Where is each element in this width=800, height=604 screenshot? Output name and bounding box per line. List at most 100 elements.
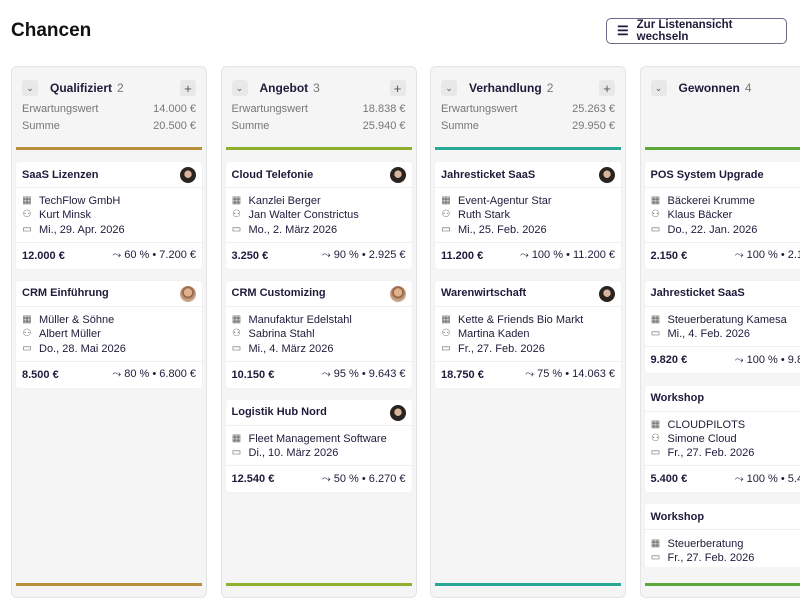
building-icon: ▦	[441, 195, 451, 207]
trend-icon: ⤳	[112, 368, 125, 381]
deal-contact: ⚇ Albert Müller	[22, 327, 196, 341]
deal-title-text: POS System Upgrade	[650, 168, 764, 181]
calendar-icon: ▭	[231, 223, 242, 235]
deal-details: ▦ TechFlow GmbH ⚇ Kurt Minsk ▭ Mi., 29. Apr. …	[16, 188, 202, 243]
deal-contact: ⚇ Simone Cloud	[651, 432, 800, 446]
deal-date: ▭ Do., 28. Mai 2026	[22, 341, 196, 355]
deal-title[interactable]: Workshop	[644, 504, 800, 531]
expected-value-row: Erwartungswert 14.000 €	[22, 103, 196, 115]
deal-date: ▭ Fr., 27. Feb. 2026	[651, 551, 800, 565]
deal-title[interactable]: CRM Einführung	[16, 281, 202, 307]
deal-title-text: CRM Einführung	[22, 287, 109, 300]
deal-company: ▦ CLOUDPILOTS	[651, 418, 800, 432]
deal-company-text: TechFlow GmbH	[39, 195, 121, 208]
deal-date-text: Fr., 27. Feb. 2026	[458, 342, 545, 355]
deal-card[interactable]: Logistik Hub Nord ▦ Fleet Management Softw…	[225, 399, 412, 493]
collapse-chevron-icon[interactable]: ⌄	[231, 80, 248, 96]
deal-title[interactable]: Jahresticket SaaS	[435, 162, 621, 188]
deal-date-text: Mi., 25. Feb. 2026	[458, 223, 547, 236]
deal-title[interactable]: SaaS Lizenzen	[16, 162, 202, 188]
kanban-column: ⌄ Qualifiziert 2 + Erwartungswert 14.000 € Sum…	[11, 66, 207, 598]
column-color-bar	[644, 147, 800, 150]
deal-title[interactable]: Warenwirtschaft	[435, 281, 621, 307]
calendar-icon: ▭	[441, 342, 451, 354]
deal-contact: ⚇ Klaus Bäcker	[651, 208, 800, 222]
deal-company-text: Steuerberatung	[667, 537, 744, 550]
trend-icon: ⤳	[734, 353, 747, 366]
person-icon: ⚇	[232, 209, 241, 221]
expected-value-row: Erwartungswert 25.263 €	[441, 103, 615, 115]
deal-date: ▭ Do., 22. Jan. 2026	[651, 223, 800, 237]
deal-footer: 10.150 € ⤳ 95 % • 9.643 €	[226, 362, 412, 388]
deal-date-text: Mi., 4. März 2026	[248, 342, 334, 355]
deal-company: ▦ Manufaktur Edelstahl	[232, 313, 406, 327]
add-deal-button[interactable]: +	[599, 80, 615, 96]
weighted-value: 11.200 €	[572, 249, 615, 262]
deal-probability: ⤳ 95 % • 9.643 €	[321, 368, 406, 381]
add-deal-button[interactable]: +	[389, 80, 406, 96]
probability-value: 50 %	[333, 472, 359, 485]
deal-title-text: Jahresticket SaaS	[441, 168, 536, 181]
column-color-bar-bottom	[644, 583, 800, 586]
deal-details: ▦ Steuerberatung ▭ Fr., 27. Feb. 2026	[644, 530, 800, 571]
deal-card[interactable]: Warenwirtschaft ▦ Kette & Friends Bio Mark…	[435, 280, 621, 388]
collapse-chevron-icon[interactable]: ⌄	[650, 80, 667, 96]
deal-footer: 8.500 € ⤳ 80 % • 6.800 €	[16, 362, 202, 388]
deal-company: ▦ Steuerberatung Kamesa	[651, 313, 800, 327]
probability-value: 90 %	[333, 249, 359, 262]
deal-card[interactable]: Cloud Telefonie ▦ Kanzlei Berger ⚇ Jan Walte…	[225, 162, 412, 269]
deal-contact-text: Jan Walter Constrictus	[248, 209, 359, 222]
deal-title[interactable]: Jahresticket SaaS	[644, 281, 800, 307]
list-view-button[interactable]: ☰ Zur Listenansicht wechseln	[606, 18, 787, 44]
deal-card[interactable]: POS System Upgrade ▦ Bäckerei Krumme ⚇ Klaus…	[644, 162, 800, 269]
deal-company: ▦ TechFlow GmbH	[22, 194, 196, 208]
deal-probability: ⤳ 50 % • 6.270 €	[321, 472, 406, 485]
deal-card[interactable]: CRM Einführung ▦ Müller & Söhne ⚇ Albert Mül…	[16, 280, 202, 388]
deal-amount: 3.250 €	[231, 249, 269, 262]
sum-value: 29.950 €	[572, 120, 615, 132]
deal-card[interactable]: SaaS Lizenzen ▦ TechFlow GmbH ⚇ Kurt Minsk ▭ M…	[16, 162, 202, 269]
deal-card[interactable]: CRM Customizing ▦ Manufaktur Edelstahl ⚇ Sab…	[225, 280, 412, 388]
deal-title[interactable]: Workshop	[644, 386, 800, 412]
deal-footer: 12.540 € ⤳ 50 % • 6.270 €	[226, 466, 412, 492]
deal-card[interactable]: Jahresticket SaaS ▦ Event-Agentur Star ⚇ Rut…	[435, 162, 621, 269]
page-title: Chancen	[11, 20, 92, 41]
deal-company: ▦ Bäckerei Krumme	[651, 194, 800, 208]
deal-contact-text: Simone Cloud	[667, 432, 737, 445]
deal-card[interactable]: Workshop ▦ CLOUDPILOTS ⚇ Simone Cloud ▭ Fr., 2…	[644, 385, 800, 493]
deal-card[interactable]: Workshop ▦ Steuerberatung ▭ Fr., 27. Feb. 20…	[644, 504, 800, 571]
deal-contact-text: Kurt Minsk	[39, 209, 91, 222]
column-footer-area	[640, 567, 800, 583]
deal-company-text: Steuerberatung Kamesa	[667, 314, 787, 327]
deal-title[interactable]: CRM Customizing	[225, 281, 412, 307]
deal-card[interactable]: Jahresticket SaaS ▦ Steuerberatung Kamesa ▭…	[644, 280, 800, 374]
deal-company-text: Kette & Friends Bio Markt	[458, 314, 584, 327]
owner-avatar	[389, 167, 406, 183]
deal-date-text: Di., 10. März 2026	[248, 447, 339, 460]
column-header: ⌄ Verhandlung 2 +	[441, 78, 615, 98]
add-deal-button[interactable]: +	[180, 80, 196, 96]
deal-amount: 9.820 €	[650, 354, 688, 367]
trend-icon: ⤳	[321, 472, 334, 485]
deal-title[interactable]: Logistik Hub Nord	[225, 400, 412, 426]
deal-details: ▦ Fleet Management Software ▭ Di., 10. März…	[225, 426, 412, 467]
weighted-value: 14.063 €	[572, 368, 615, 381]
deal-contact: ⚇ Kurt Minsk	[22, 208, 196, 222]
building-icon: ▦	[650, 418, 661, 430]
building-icon: ▦	[231, 432, 242, 444]
deal-date: ▭ Mo., 2. März 2026	[232, 223, 406, 237]
trend-icon: ⤳	[321, 368, 334, 381]
deal-amount: 8.500 €	[22, 368, 59, 381]
column-color-bar	[225, 147, 412, 150]
deal-title[interactable]: POS System Upgrade	[644, 162, 800, 188]
collapse-chevron-icon[interactable]: ⌄	[22, 80, 38, 96]
deal-probability: ⤳ 100 % • 11.200 €	[519, 249, 615, 262]
deal-contact-text: Sabrina Stahl	[248, 328, 315, 341]
collapse-chevron-icon[interactable]: ⌄	[441, 80, 457, 96]
deal-details: ▦ Kanzlei Berger ⚇ Jan Walter Constrictus ▭ M…	[225, 188, 412, 243]
deal-title[interactable]: Cloud Telefonie	[225, 162, 412, 188]
weighted-value: 2.150 €	[787, 249, 800, 262]
expected-value-row: Erwartungswert 18.838 €	[232, 103, 406, 115]
sum-row: Summe 25.940 €	[232, 120, 406, 132]
expected-value-label: Erwartungswert	[231, 103, 308, 115]
